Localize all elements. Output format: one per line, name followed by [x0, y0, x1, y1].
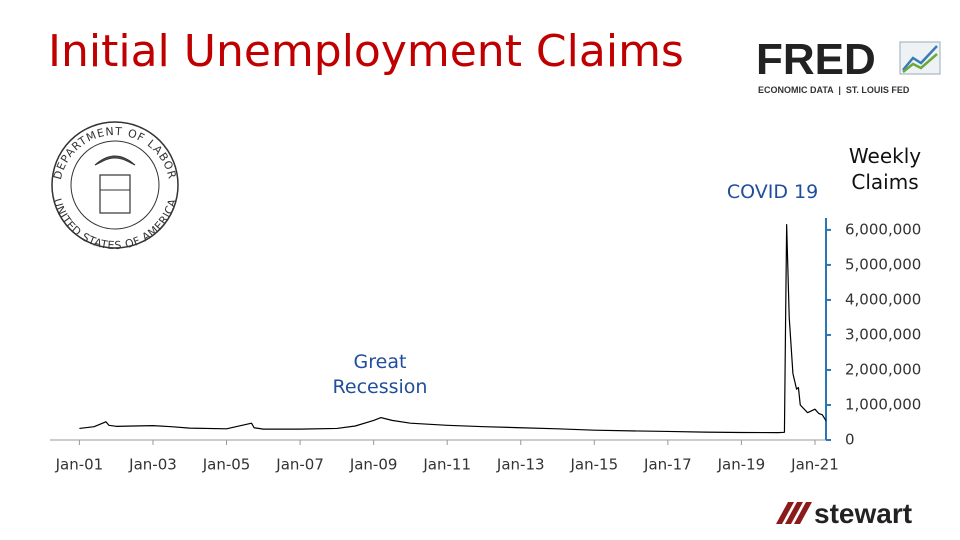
y-tick-label: 2,000,000	[845, 360, 921, 378]
x-tick-label: Jan-15	[569, 456, 618, 474]
seal-text: UNITED STATES OF AMERICA	[51, 197, 180, 252]
x-tick-label: Jan-01	[55, 456, 104, 474]
x-tick-label: Jan-03	[128, 456, 177, 474]
y-tick-label: 5,000,000	[845, 255, 921, 273]
seal	[51, 121, 179, 249]
x-tick-label: Jan-09	[349, 456, 398, 474]
x-tick-label: Jan-13	[496, 456, 545, 474]
stewart-logo: stewart	[814, 498, 912, 529]
fred-icon	[899, 41, 941, 75]
x-tick-label: Jan-11	[422, 456, 471, 474]
x-tick-label: Jan-17	[643, 456, 692, 474]
x-tick-label: Jan-05	[202, 456, 251, 474]
y-tick-label: 4,000,000	[845, 290, 921, 308]
fred-tagline: ECONOMIC DATA | ST. LOUIS FED	[758, 85, 910, 95]
annotation: COVID 19	[726, 181, 819, 203]
data-line	[79, 224, 827, 434]
x-tick-label: Jan-19	[717, 456, 766, 474]
y-tick-label: 1,000,000	[845, 395, 921, 413]
annotation: Great Recession	[332, 351, 428, 398]
y-tick-label: 3,000,000	[845, 325, 921, 343]
seal-top: DEPARTMENT OF LABOR	[51, 125, 178, 181]
seal-bottom: UNITED STATES OF AMERICA	[51, 197, 179, 252]
y-tick-label: 6,000,000	[845, 220, 921, 238]
y-axis-label: Weekly Claims	[848, 144, 922, 194]
x-tick-label: Jan-21	[790, 456, 839, 474]
y-tick-label: 0	[845, 431, 855, 449]
seal-text: DEPARTMENT OF LABOR	[51, 125, 179, 181]
chart-title: Initial Unemployment Claims	[48, 26, 684, 77]
stewart-icon	[776, 502, 812, 524]
x-tick-label: Jan-07	[275, 456, 324, 474]
fred-logo: FRED	[756, 35, 876, 84]
